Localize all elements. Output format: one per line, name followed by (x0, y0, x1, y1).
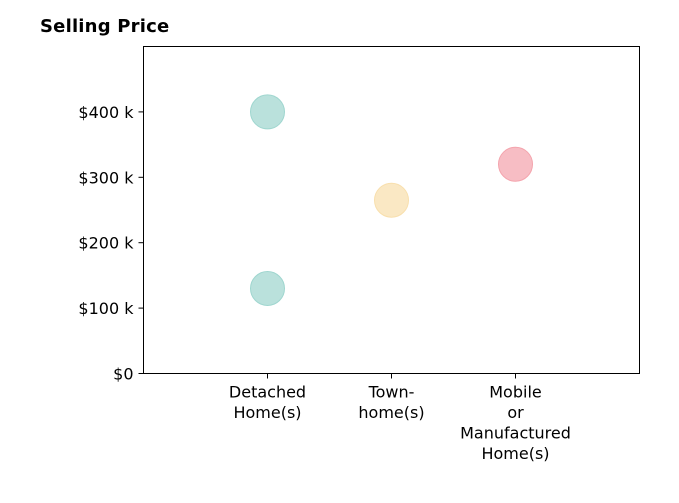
data-point (250, 94, 285, 130)
chart-title: Selling Price (40, 16, 170, 37)
x-tick-label: Mobile or Manufactured Home(s) (460, 383, 571, 464)
y-tick-label: $400 k (78, 103, 134, 122)
x-tick-label: Town-home(s) (358, 383, 424, 423)
x-tick-label: Detached Home(s) (229, 383, 306, 423)
y-tick-label: $200 k (78, 234, 134, 253)
data-point (374, 182, 409, 218)
y-tick-label: $100 k (78, 299, 134, 318)
data-point (498, 146, 533, 182)
y-tick-label: $300 k (78, 168, 134, 187)
y-tick-label: $0 (113, 365, 133, 384)
data-point (250, 270, 285, 306)
